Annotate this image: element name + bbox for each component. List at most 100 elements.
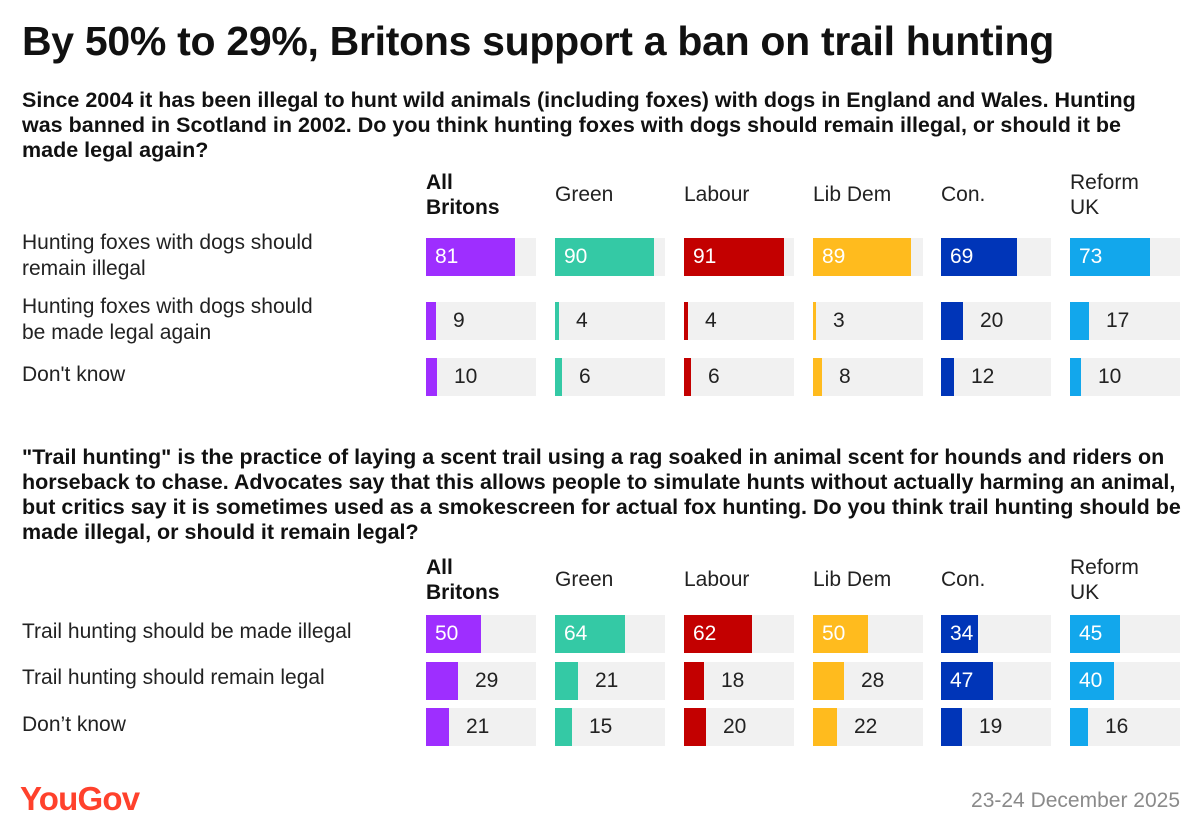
row-label-hunting-foxes-with-dogs-should-remain-illegal: Hunting foxes with dogs should remain ill…: [22, 230, 402, 282]
bar-trail-hunting-should-be-made-illegal-reform-uk: [1070, 615, 1120, 653]
bar-value-label: 15: [589, 715, 613, 738]
column-header-line: Lib Dem: [813, 183, 892, 206]
fieldwork-date: 23-24 December 2025: [971, 789, 1180, 812]
bar-don-t-know-reform-uk: [1070, 358, 1081, 396]
bar-trail-hunting-should-remain-legal-con: [941, 662, 993, 700]
bar-value-label: 62: [693, 622, 717, 645]
bar-value-label: 29: [475, 669, 499, 692]
row-label-line: Trail hunting should remain legal: [22, 666, 325, 689]
bar-value-label: 50: [822, 622, 846, 645]
bar-hunting-foxes-with-dogs-should-be-made-legal-again-lib-dem: [813, 302, 816, 340]
column-header-con: Con.: [941, 182, 985, 207]
bar-value-label: 17: [1106, 309, 1130, 332]
bar-don-t-know-labour: [684, 358, 691, 396]
bar-value-label: 20: [980, 309, 1004, 332]
column-header-green: Green: [555, 567, 613, 592]
column-header-all-britons: All Britons: [426, 170, 500, 220]
column-header-labour: Labour: [684, 567, 749, 592]
bar-track-lib-dem: 89: [813, 238, 923, 276]
bar-hunting-foxes-with-dogs-should-be-made-legal-again-green: [555, 302, 559, 340]
column-header-line: Labour: [684, 183, 750, 206]
bar-value-label: 6: [708, 365, 720, 388]
bar-don-t-know-green: [555, 708, 572, 746]
bar-track-labour: 18: [684, 662, 794, 700]
bar-value-label: 64: [564, 622, 588, 645]
bar-hunting-foxes-with-dogs-should-remain-illegal-lib-dem: [813, 238, 911, 276]
bar-track-labour: 4: [684, 302, 794, 340]
bar-value-label: 12: [971, 365, 995, 388]
bar-value-label: 22: [854, 715, 878, 738]
bar-track-reform-uk: 17: [1070, 302, 1180, 340]
column-header-lib-dem: Lib Dem: [813, 182, 891, 207]
row-label-don-t-know: Don’t know: [22, 712, 402, 738]
bar-value-label: 28: [861, 669, 885, 692]
column-header-line: Lib Dem: [813, 568, 892, 591]
bar-track-labour: 62: [684, 615, 794, 653]
bar-value-label: 21: [595, 669, 619, 692]
bar-value-label: 40: [1079, 669, 1103, 692]
bar-track-reform-uk: 16: [1070, 708, 1180, 746]
bar-track-labour: 91: [684, 238, 794, 276]
bar-don-t-know-reform-uk: [1070, 708, 1088, 746]
bar-track-green: 90: [555, 238, 665, 276]
column-header-line: Con.: [941, 183, 986, 206]
column-header-reform-uk: Reform UK: [1070, 555, 1139, 605]
bar-track-green: 4: [555, 302, 665, 340]
column-header-line: All: [426, 171, 453, 194]
bar-track-con: 34: [941, 615, 1051, 653]
bar-hunting-foxes-with-dogs-should-be-made-legal-again-reform-uk: [1070, 302, 1089, 340]
bar-track-lib-dem: 50: [813, 615, 923, 653]
row-label-trail-hunting-should-remain-legal: Trail hunting should remain legal: [22, 665, 402, 691]
column-header-green: Green: [555, 182, 613, 207]
bar-value-label: 90: [564, 245, 588, 268]
column-header-line: Britons: [426, 581, 500, 604]
bar-don-t-know-green: [555, 358, 562, 396]
row-label-line: Trail hunting should be made illegal: [22, 620, 352, 643]
bar-value-label: 8: [839, 365, 851, 388]
bar-value-label: 16: [1105, 715, 1129, 738]
column-header-line: Labour: [684, 568, 750, 591]
bar-value-label: 19: [979, 715, 1003, 738]
bar-trail-hunting-should-remain-legal-labour: [684, 662, 704, 700]
bar-track-green: 6: [555, 358, 665, 396]
bar-value-label: 34: [950, 622, 974, 645]
bar-track-lib-dem: 28: [813, 662, 923, 700]
row-label-line: Don't know: [22, 363, 126, 386]
bar-value-label: 81: [435, 245, 459, 268]
bar-track-reform-uk: 40: [1070, 662, 1180, 700]
bar-value-label: 4: [705, 309, 717, 332]
bar-value-label: 20: [723, 715, 747, 738]
bar-hunting-foxes-with-dogs-should-remain-illegal-green: [555, 238, 654, 276]
column-header-reform-uk: Reform UK: [1070, 170, 1139, 220]
bar-don-t-know-lib-dem: [813, 358, 822, 396]
column-header-con: Con.: [941, 567, 985, 592]
bar-value-label: 6: [579, 365, 591, 388]
bar-hunting-foxes-with-dogs-should-remain-illegal-con: [941, 238, 1017, 276]
bar-don-t-know-all-britons: [426, 358, 437, 396]
bar-value-label: 47: [950, 669, 974, 692]
chart-title: By 50% to 29%, Britons support a ban on …: [22, 18, 1054, 64]
bar-don-t-know-lib-dem: [813, 708, 837, 746]
column-header-line: Reform: [1070, 556, 1139, 579]
yougov-logo: YouGov: [20, 780, 140, 817]
bar-track-lib-dem: 8: [813, 358, 923, 396]
bar-track-con: 47: [941, 662, 1051, 700]
bar-value-label: 89: [822, 245, 846, 268]
bar-track-lib-dem: 22: [813, 708, 923, 746]
bar-hunting-foxes-with-dogs-should-remain-illegal-labour: [684, 238, 784, 276]
bar-hunting-foxes-with-dogs-should-remain-illegal-all-britons: [426, 238, 515, 276]
bar-don-t-know-con: [941, 708, 962, 746]
bar-track-labour: 20: [684, 708, 794, 746]
row-label-hunting-foxes-with-dogs-should-be-made-legal-again: Hunting foxes with dogs should be made le…: [22, 294, 402, 346]
bar-trail-hunting-should-be-made-illegal-all-britons: [426, 615, 481, 653]
bar-value-label: 50: [435, 622, 459, 645]
bar-track-con: 20: [941, 302, 1051, 340]
column-header-labour: Labour: [684, 182, 749, 207]
bar-track-con: 69: [941, 238, 1051, 276]
bar-track-labour: 6: [684, 358, 794, 396]
column-header-line: Green: [555, 183, 614, 206]
bar-value-label: 9: [453, 309, 465, 332]
bar-track-lib-dem: 3: [813, 302, 923, 340]
question-2: "Trail hunting" is the practice of layin…: [22, 445, 1181, 544]
bar-don-t-know-all-britons: [426, 708, 449, 746]
